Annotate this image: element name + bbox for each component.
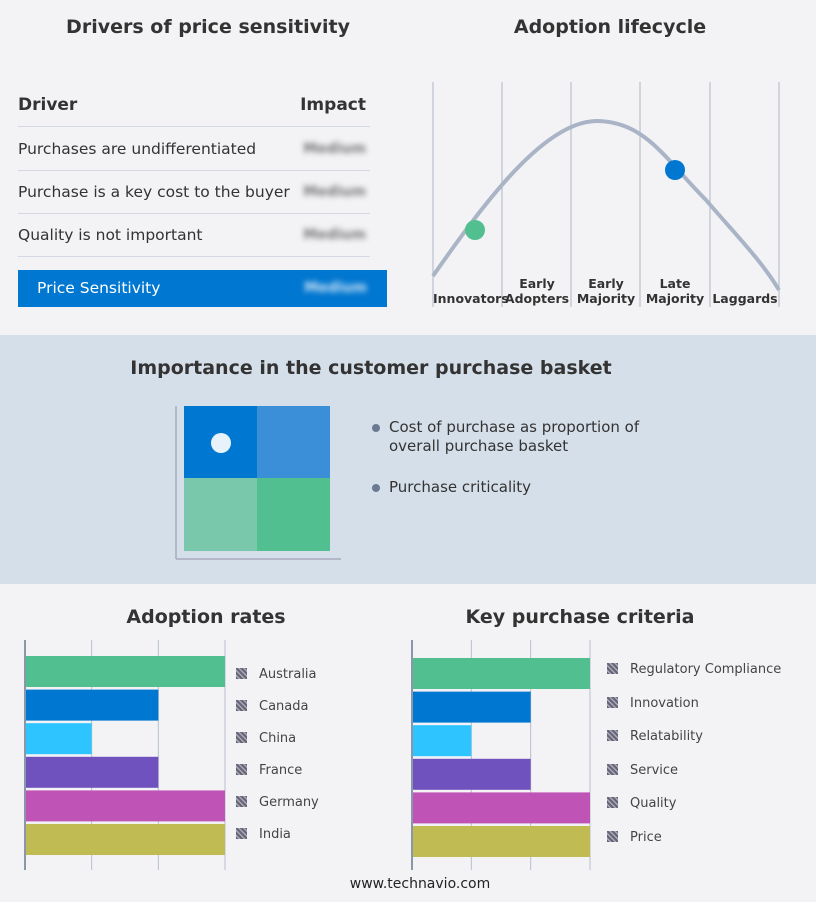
summary-label: Price Sensitivity [37,279,161,297]
basket-title: Importance in the customer purchase bask… [130,357,612,379]
legend-label: Quality [630,796,677,811]
stage-label: Laggards [712,291,778,306]
legend-swatch-icon [236,828,247,839]
bar-service [413,758,531,790]
bar-canada [26,689,159,721]
legend-swatch-icon [607,663,618,674]
bar-regulatory-compliance [413,658,590,689]
legend-swatch-icon [607,830,618,842]
legend-item: Australia [236,667,317,682]
legend-item: France [236,763,302,778]
innovators-marker [465,220,485,240]
legend-item: Regulatory Compliance [607,662,781,677]
legend-label: Price [630,829,662,845]
bar-innovation [413,691,531,723]
legend-swatch-icon [607,696,618,708]
late-majority-marker [665,160,685,180]
legend-swatch-icon [607,797,618,808]
bar-relatability [413,725,472,757]
driver-label: Purchases are undifferentiated [18,140,257,158]
legend-item: Service [607,763,678,778]
bullet-icon [372,424,380,432]
legend-label: France [259,763,303,778]
legend-swatch-icon [236,764,247,775]
driver-label: Purchase is a key cost to the buyer [18,183,290,201]
stage-label: Early Majority [576,276,636,306]
driver-row: Purchases are undifferentiated Medium [18,128,370,171]
legend-item: Purchase criticality [372,478,652,497]
adoption-curve [431,118,781,292]
legend-label: Relatability [630,729,703,744]
legend-item: Germany [236,795,319,810]
stage-label: Late Majority [645,276,705,306]
legend-item: Price [607,830,662,845]
driver-row: Purchase is a key cost to the buyer Mediu… [18,171,370,214]
legend-item: Canada [236,699,308,714]
quadrant-bottom-left [184,478,257,551]
stage-label: Innovators [433,291,509,306]
bar-france [26,756,159,788]
impact-value: Medium [303,227,366,243]
bar-quality [413,792,590,824]
quadrant-top-right [257,406,330,478]
legend-label: Innovation [630,695,699,711]
basket-matrix [175,406,341,560]
lifecycle-diagram [431,82,781,307]
legend-swatch-icon [607,763,618,775]
bar-india [26,824,225,855]
legend-label: Australia [259,667,317,682]
legend-item: Quality [607,796,676,811]
legend-swatch-icon [236,732,247,743]
drivers-title: Drivers of price sensitivity [66,16,350,38]
legend-swatch-icon [607,730,618,741]
legend-item: India [236,827,291,842]
basket-marker [211,433,231,453]
footer-url[interactable]: www.technavio.com [349,876,491,892]
lifecycle-title: Adoption lifecycle [513,16,707,38]
bar-charts [24,640,591,870]
stage-label: Early Adopters [504,276,570,306]
bullet-icon [372,484,380,492]
legend-item: Innovation [607,696,699,711]
legend-label: Regulatory Compliance [630,662,782,677]
drivers-header: Driver Impact [18,84,370,127]
summary-impact: Medium [304,280,367,296]
legend-swatch-icon [236,700,247,711]
legend-swatch-icon [236,796,247,807]
legend-item: Relatability [607,729,703,744]
kpc-title: Key purchase criteria [465,606,695,628]
legend-label: China [259,731,297,746]
legend-label: Germany [259,795,319,810]
legend-label: Canada [259,699,309,714]
bar-australia [26,656,225,687]
legend-label: India [259,827,291,842]
impact-value: Medium [303,141,366,157]
bar-price [413,826,590,857]
bar-germany [26,790,225,822]
impact-value: Medium [303,184,366,200]
bar-china [26,723,92,755]
driver-row: Quality is not important Medium [18,214,370,257]
col-impact: Impact [300,95,366,115]
legend-item: China [236,731,296,746]
price-sensitivity-summary: Price Sensitivity Medium [18,270,387,307]
basket-band [0,335,816,584]
adoption-rates-title: Adoption rates [126,606,286,628]
quadrant-bottom-right [257,478,330,551]
driver-label: Quality is not important [18,226,203,244]
col-driver: Driver [18,95,78,115]
basket-legend: Cost of purchase as proportion of overal… [372,418,652,497]
legend-label: Service [630,762,679,778]
legend-swatch-icon [236,668,247,679]
legend-item: Cost of purchase as proportion of overal… [372,418,652,456]
